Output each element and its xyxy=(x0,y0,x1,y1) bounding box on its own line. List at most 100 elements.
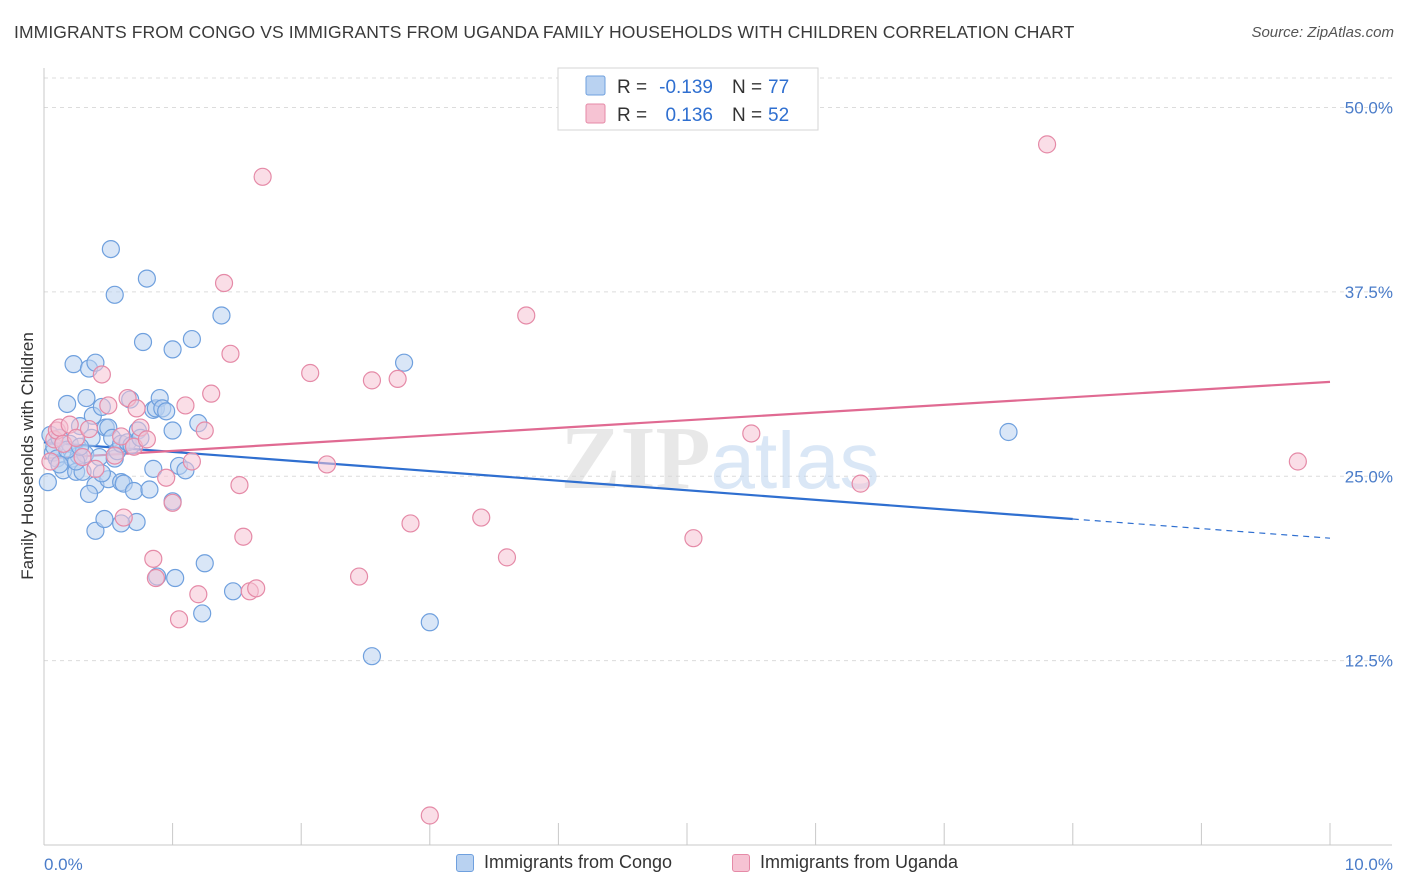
legend-label-uganda: Immigrants from Uganda xyxy=(760,852,959,872)
point-congo-44 xyxy=(133,332,153,352)
point-uganda-33 xyxy=(234,527,253,546)
point-congo-53 xyxy=(163,421,182,440)
point-uganda-22 xyxy=(157,468,176,487)
point-uganda-51 xyxy=(1288,452,1307,471)
point-uganda-14 xyxy=(114,508,133,527)
point-congo-65 xyxy=(394,353,414,372)
point-congo-16 xyxy=(77,388,96,408)
point-uganda-11 xyxy=(99,396,118,415)
y-tick-label-2: 37.5% xyxy=(1345,283,1393,302)
legend-swatch-uganda xyxy=(732,853,750,872)
point-congo-66 xyxy=(420,613,439,632)
point-uganda-13 xyxy=(112,427,131,446)
chart-source: Source: ZipAtlas.com xyxy=(1251,24,1394,41)
point-uganda-9 xyxy=(86,459,105,478)
point-congo-54 xyxy=(163,340,182,359)
point-uganda-26 xyxy=(182,452,201,471)
legend-n-label-1: N = xyxy=(732,105,762,126)
trend-lines xyxy=(43,380,1331,539)
point-uganda-39 xyxy=(349,567,369,586)
point-congo-10 xyxy=(64,355,83,374)
point-congo-64 xyxy=(362,647,382,666)
point-uganda-43 xyxy=(420,806,439,825)
point-uganda-25 xyxy=(176,396,195,415)
point-congo-0 xyxy=(38,473,57,492)
legend-n-value-0: 77 xyxy=(768,77,789,98)
stats-legend: R = -0.139 N = 77 R = 0.136 N = 52 xyxy=(557,67,819,131)
point-congo-7 xyxy=(58,394,77,414)
legend-n-label-0: N = xyxy=(732,77,762,98)
y-tick-labels: 12.5% 25.0% 37.5% 50.0% xyxy=(1345,99,1393,671)
point-uganda-44 xyxy=(472,508,491,527)
point-congo-55 xyxy=(166,568,185,588)
point-congo-40 xyxy=(124,481,144,501)
trend-line-uganda xyxy=(43,380,1331,460)
y-tick-label-3: 50.0% xyxy=(1345,99,1393,118)
point-uganda-23 xyxy=(163,493,182,512)
point-uganda-30 xyxy=(214,273,234,293)
point-uganda-0 xyxy=(41,452,60,471)
point-uganda-50 xyxy=(1037,135,1057,154)
point-congo-63 xyxy=(223,582,243,601)
point-uganda-27 xyxy=(189,585,208,604)
legend-label-congo: Immigrants from Congo xyxy=(484,852,673,872)
y-tick-label-1: 25.0% xyxy=(1345,467,1393,486)
series-legend: Immigrants from Congo Immigrants from Ug… xyxy=(0,852,1406,878)
point-uganda-42 xyxy=(401,514,420,533)
legend-swatch-1 xyxy=(585,103,606,124)
point-uganda-31 xyxy=(221,344,240,363)
point-congo-46 xyxy=(140,480,159,499)
point-congo-62 xyxy=(212,306,231,325)
point-congo-52 xyxy=(157,402,176,421)
legend-r-value-1: 0.136 xyxy=(665,105,713,126)
point-uganda-32 xyxy=(230,476,249,495)
x-tick-labels: 0.0% 10.0% xyxy=(44,855,1393,874)
point-congo-29 xyxy=(101,240,120,259)
point-uganda-28 xyxy=(195,421,214,440)
point-uganda-48 xyxy=(742,424,761,443)
legend-r-label-1: R = xyxy=(617,105,647,126)
point-congo-70 xyxy=(79,484,99,504)
point-uganda-17 xyxy=(127,399,146,418)
legend-swatch-congo xyxy=(456,853,474,872)
point-uganda-12 xyxy=(105,446,124,465)
y-tick-label-0: 12.5% xyxy=(1345,652,1393,671)
point-uganda-45 xyxy=(497,548,517,567)
data-points xyxy=(38,135,1307,825)
point-congo-61 xyxy=(195,554,214,573)
point-uganda-41 xyxy=(388,369,407,388)
legend-item-uganda: Immigrants from Uganda xyxy=(732,852,958,873)
point-uganda-19 xyxy=(137,430,156,449)
point-uganda-7 xyxy=(73,447,92,467)
point-congo-67 xyxy=(999,422,1018,442)
point-uganda-10 xyxy=(92,365,111,384)
legend-swatch-0 xyxy=(585,75,606,96)
point-uganda-47 xyxy=(684,529,703,548)
point-uganda-49 xyxy=(851,474,870,493)
trend-line-congo-extension xyxy=(1072,518,1331,539)
point-uganda-40 xyxy=(362,371,382,390)
point-uganda-24 xyxy=(169,610,189,629)
legend-r-label-0: R = xyxy=(617,77,647,98)
point-uganda-46 xyxy=(517,306,536,325)
point-uganda-20 xyxy=(144,549,163,568)
point-uganda-36 xyxy=(253,167,272,186)
legend-n-value-1: 52 xyxy=(768,105,789,126)
point-congo-25 xyxy=(95,509,114,529)
point-congo-58 xyxy=(182,329,201,349)
chart-title: IMMIGRANTS FROM CONGO VS IMMIGRANTS FROM… xyxy=(14,22,1075,42)
point-uganda-35 xyxy=(247,579,266,598)
point-uganda-8 xyxy=(79,419,99,439)
x-tick-label-left: 0.0% xyxy=(44,855,83,874)
point-uganda-37 xyxy=(301,363,320,383)
legend-item-congo: Immigrants from Congo xyxy=(456,852,672,873)
x-tick-label-right: 10.0% xyxy=(1345,855,1393,874)
gridlines xyxy=(44,77,1392,662)
point-congo-45 xyxy=(137,269,156,288)
trend-line-congo xyxy=(43,441,1073,521)
point-congo-60 xyxy=(193,604,212,623)
point-congo-73 xyxy=(144,459,163,478)
legend-r-value-0: -0.139 xyxy=(659,77,713,98)
point-uganda-6 xyxy=(67,428,86,447)
